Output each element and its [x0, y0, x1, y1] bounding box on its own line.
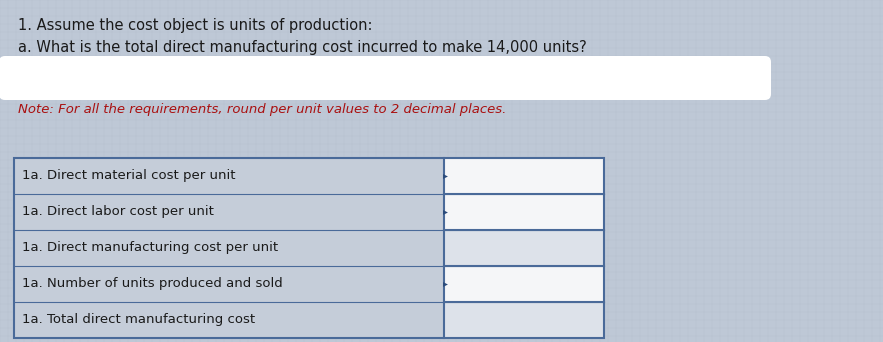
Text: Note: For all the requirements, round per unit values to 2 decimal places.: Note: For all the requirements, round pe… — [18, 103, 506, 116]
Bar — [444, 194, 604, 230]
Text: 1a. Number of units produced and sold: 1a. Number of units produced and sold — [22, 277, 283, 290]
FancyBboxPatch shape — [0, 56, 771, 100]
Bar — [14, 158, 444, 338]
Text: 1. Assume the cost object is units of production:: 1. Assume the cost object is units of pr… — [18, 18, 373, 33]
Text: 1a. Direct manufacturing cost per unit: 1a. Direct manufacturing cost per unit — [22, 241, 278, 254]
Bar — [444, 266, 604, 302]
Text: 1a. Total direct manufacturing cost: 1a. Total direct manufacturing cost — [22, 314, 255, 327]
Bar — [444, 158, 604, 194]
Text: 1a. Direct labor cost per unit: 1a. Direct labor cost per unit — [22, 206, 214, 219]
Text: 1a. Direct material cost per unit: 1a. Direct material cost per unit — [22, 170, 236, 183]
Text: a. What is the total direct manufacturing cost incurred to make 14,000 units?: a. What is the total direct manufacturin… — [18, 40, 586, 55]
Bar — [14, 158, 604, 338]
Bar — [444, 158, 604, 338]
